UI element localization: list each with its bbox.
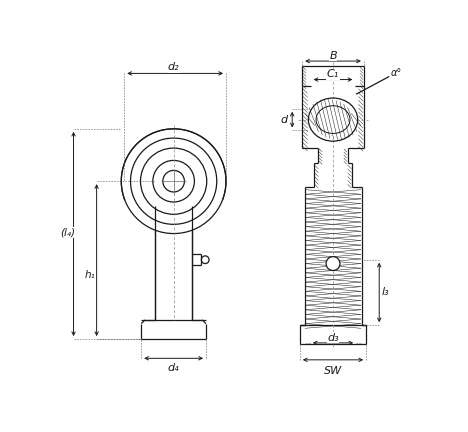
Text: d₄: d₄ xyxy=(168,363,179,373)
Text: l₃: l₃ xyxy=(381,287,389,297)
Text: d: d xyxy=(280,114,287,124)
Text: C₁: C₁ xyxy=(327,69,339,79)
Ellipse shape xyxy=(308,98,358,141)
Text: SW: SW xyxy=(324,366,342,376)
Text: d₃: d₃ xyxy=(327,333,339,343)
Text: B: B xyxy=(329,51,337,60)
Text: d₂: d₂ xyxy=(168,62,179,72)
Circle shape xyxy=(201,256,209,264)
Text: α°: α° xyxy=(391,68,402,78)
Circle shape xyxy=(326,257,340,270)
Text: (l₄): (l₄) xyxy=(60,228,75,238)
Text: h₁: h₁ xyxy=(85,270,96,280)
